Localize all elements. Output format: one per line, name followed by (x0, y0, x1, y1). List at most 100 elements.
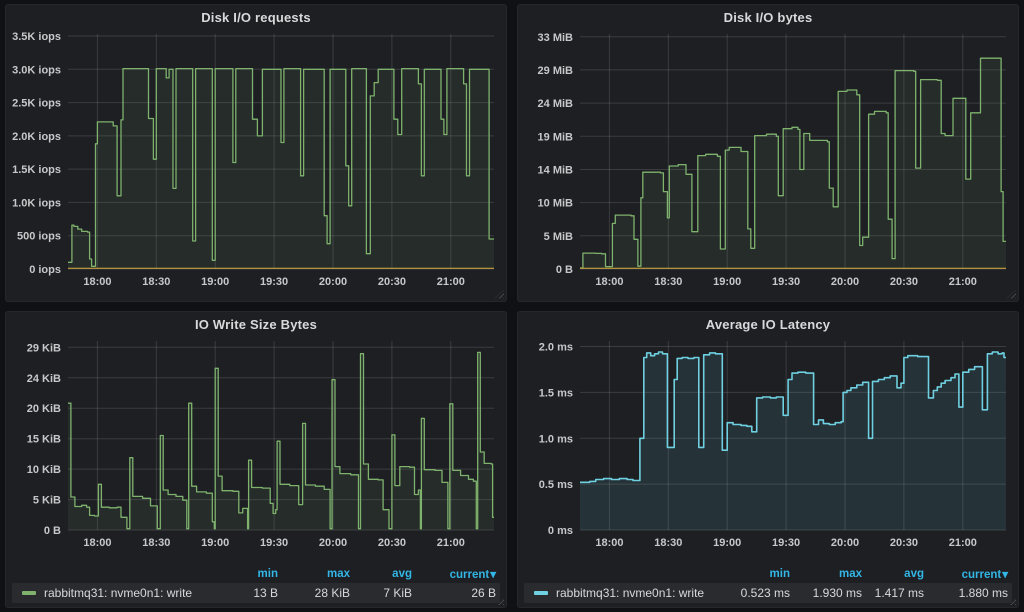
x-tick-label: 21:00 (437, 537, 465, 549)
x-tick-label: 19:30 (260, 276, 288, 288)
legend-col-max[interactable]: max (326, 568, 350, 580)
y-tick-label: 24 KiB (27, 372, 61, 384)
legend-value-current: 1.880 ms (958, 586, 1008, 600)
panel-disk-io-bytes: Disk I/O bytes 0 B 5 MiB 10 MiB 14 MiB 19 Mi… (517, 4, 1019, 302)
x-tick-label: 18:30 (142, 276, 170, 288)
x-tick-label: 20:30 (378, 276, 406, 288)
panel-title[interactable]: Average IO Latency (705, 316, 831, 332)
y-tick-label: 20 KiB (27, 403, 61, 415)
x-tick-label: 18:30 (654, 537, 682, 549)
x-tick-label: 19:00 (201, 276, 229, 288)
y-tick-label: 1.5K iops (12, 164, 61, 176)
x-tick-label: 21:00 (437, 276, 465, 288)
panel-average-io-latency: Average IO Latency 0 ms 0.5 ms 1.0 ms 1.5 m… (517, 310, 1019, 608)
panel-resize-handle-icon[interactable] (495, 596, 504, 605)
legend-value-avg: 1.417 ms (874, 586, 924, 600)
y-tick-label: 500 iops (17, 231, 61, 243)
y-tick-label: 0 B (44, 525, 61, 537)
chart-area: 0 ms 0.5 ms 1.0 ms 1.5 ms 2.0 ms 18:00 18:30 19… (524, 334, 1012, 566)
legend-col-min[interactable]: min (257, 568, 278, 580)
legend-col-max[interactable]: max (838, 568, 862, 580)
y-tick-label: 5 KiB (33, 494, 61, 506)
y-tick-label: 33 MiB (538, 32, 574, 44)
series-fill (580, 58, 1006, 270)
x-tick-label: 20:30 (890, 537, 918, 549)
series-name[interactable]: rabbitmq31: nvme0n1: write (556, 586, 705, 600)
legend: min max avg current▾ rabbitmq31: nvme0n1… (12, 566, 500, 603)
y-tick-label: 0 iops (29, 264, 61, 276)
legend: min max avg current▾ rabbitmq31: nvme0n1… (524, 566, 1012, 603)
y-tick-label: 2.0 ms (539, 341, 573, 353)
panel-title[interactable]: Disk I/O requests (201, 10, 311, 25)
panel-resize-handle-icon[interactable] (495, 289, 504, 299)
sort-caret-icon: ▾ (490, 569, 496, 581)
chart-area: 0 B 5 MiB 10 MiB 14 MiB 19 MiB 24 MiB 29 MiB 33… (524, 27, 1012, 297)
x-tick-label: 19:30 (772, 537, 800, 549)
x-tick-label: 19:00 (201, 537, 229, 549)
y-tick-label: 1.0K iops (12, 197, 61, 209)
y-tick-label: 0 ms (548, 525, 573, 537)
series-swatch-icon[interactable] (22, 591, 36, 595)
chart-area: 0 B 5 KiB 10 KiB 15 KiB 20 KiB 24 KiB 29 KiB 18… (12, 334, 500, 566)
legend-value-min: 13 B (253, 586, 278, 600)
series-line (68, 351, 494, 529)
y-tick-label: 29 MiB (538, 65, 574, 77)
x-tick-label: 19:30 (772, 276, 800, 288)
x-tick-label: 18:30 (654, 276, 682, 288)
chart-disk-io-bytes[interactable]: 0 B 5 MiB 10 MiB 14 MiB 19 MiB 24 MiB 29 MiB 33… (524, 27, 1012, 291)
panel-title[interactable]: IO Write Size Bytes (194, 316, 318, 332)
panel-title[interactable]: Disk I/O bytes (723, 10, 813, 25)
series-fill (68, 68, 494, 269)
legend-col-current[interactable]: current▾ (449, 569, 496, 581)
y-tick-label: 1.0 ms (539, 433, 573, 445)
sort-caret-icon: ▾ (1002, 569, 1008, 581)
series-name[interactable]: rabbitmq31: nvme0n1: write (44, 586, 193, 600)
y-tick-label: 10 MiB (538, 198, 574, 210)
x-tick-label: 21:00 (949, 537, 977, 549)
panel-disk-io-requests: Disk I/O requests 0 iops 500 iops 1.0K iop… (5, 4, 507, 302)
y-tick-label: 15 KiB (27, 433, 61, 445)
x-tick-label: 20:30 (890, 276, 918, 288)
legend-col-min[interactable]: min (769, 568, 790, 580)
legend-col-current[interactable]: current▾ (961, 569, 1008, 581)
panel-resize-handle-icon[interactable] (1007, 289, 1016, 299)
chart-io-write-size-bytes[interactable]: 0 B 5 KiB 10 KiB 15 KiB 20 KiB 24 KiB 29 KiB 18… (12, 334, 500, 552)
legend-header-row: min max avg current▾ (12, 566, 500, 583)
x-tick-label: 20:30 (378, 537, 406, 549)
x-tick-label: 20:00 (831, 537, 859, 549)
y-tick-label: 10 KiB (27, 464, 61, 476)
y-tick-label: 0 B (556, 264, 573, 276)
series-fill (580, 351, 1006, 530)
x-tick-label: 18:30 (142, 537, 170, 549)
panel-io-write-size-bytes: IO Write Size Bytes 0 B 5 KiB 10 KiB 15 KiB… (5, 310, 507, 608)
x-tick-label: 18:00 (595, 537, 623, 549)
x-tick-label: 19:00 (713, 276, 741, 288)
chart-disk-io-requests[interactable]: 0 iops 500 iops 1.0K iops 1.5K iops 2.0K iop… (12, 27, 500, 291)
x-tick-label: 18:00 (83, 276, 111, 288)
legend-col-avg[interactable]: avg (904, 568, 924, 580)
legend-value-max: 28 KiB (314, 586, 350, 600)
x-tick-label: 20:00 (319, 537, 347, 549)
x-tick-label: 19:00 (713, 537, 741, 549)
series-line (580, 57, 1006, 269)
y-tick-label: 2.5K iops (12, 98, 61, 110)
x-tick-label: 18:00 (83, 537, 111, 549)
chart-average-io-latency[interactable]: 0 ms 0.5 ms 1.0 ms 1.5 ms 2.0 ms 18:00 18:30 19… (524, 334, 1012, 552)
y-tick-label: 1.5 ms (539, 387, 573, 399)
panel-resize-handle-icon[interactable] (1007, 596, 1016, 605)
legend-value-min: 0.523 ms (740, 586, 790, 600)
y-tick-label: 3.0K iops (12, 64, 61, 76)
legend-value-avg: 7 KiB (383, 586, 412, 600)
x-tick-label: 18:00 (595, 276, 623, 288)
series-swatch-icon[interactable] (534, 591, 548, 595)
legend-col-avg[interactable]: avg (392, 568, 412, 580)
y-tick-label: 19 MiB (538, 131, 574, 143)
chart-area: 0 iops 500 iops 1.0K iops 1.5K iops 2.0K iop… (12, 27, 500, 297)
x-tick-label: 19:30 (260, 537, 288, 549)
x-tick-label: 20:00 (831, 276, 859, 288)
legend-header-row: min max avg current▾ (524, 566, 1012, 583)
series-line (68, 67, 494, 267)
series-fill (68, 351, 494, 530)
legend-value-max: 1.930 ms (812, 586, 862, 600)
